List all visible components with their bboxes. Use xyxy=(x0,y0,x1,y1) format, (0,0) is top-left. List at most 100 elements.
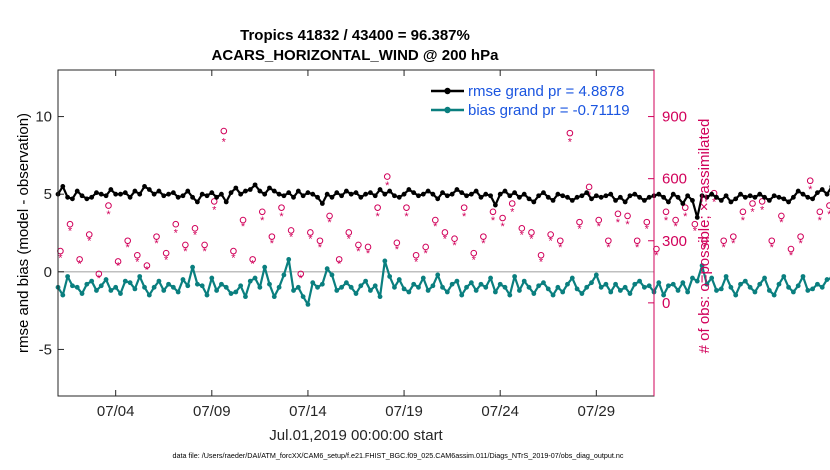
obs-assimilated-marker: * xyxy=(683,211,688,223)
bias-point xyxy=(819,284,825,290)
obs-assimilated-marker: * xyxy=(433,221,438,233)
rmse-point xyxy=(175,194,181,200)
rmse-point xyxy=(223,199,229,205)
rmse-point xyxy=(146,187,152,192)
obs-assimilated-marker: * xyxy=(472,254,477,266)
obs-assimilated-marker: * xyxy=(318,242,323,254)
rmse-point xyxy=(243,188,248,194)
rmse-point xyxy=(497,191,503,197)
rmse-point xyxy=(94,190,99,196)
rmse-point xyxy=(60,184,66,189)
y-tick-label-right: 600 xyxy=(662,171,687,188)
obs-possible-marker xyxy=(134,251,141,259)
bias-point xyxy=(214,288,220,293)
rmse-point xyxy=(372,193,378,199)
rmse-point xyxy=(435,196,441,202)
obs-assimilated-marker: * xyxy=(760,205,765,217)
bias-point xyxy=(699,263,705,268)
rmse-point xyxy=(122,190,128,196)
obs-possible-marker xyxy=(278,204,285,211)
bias-point xyxy=(766,288,772,293)
bias-point xyxy=(223,284,229,290)
rmse-point xyxy=(65,194,71,200)
rmse-point xyxy=(714,194,719,200)
rmse-point xyxy=(488,193,493,199)
rmse-point xyxy=(757,191,763,197)
bias-point xyxy=(387,274,393,279)
bias-point xyxy=(762,275,767,281)
bias-point xyxy=(497,281,503,287)
obs-assimilated-marker: * xyxy=(145,265,150,277)
obs-possible-marker xyxy=(364,243,372,251)
rmse-point xyxy=(310,191,316,197)
bias-point xyxy=(598,284,604,290)
rmse-point xyxy=(781,196,787,202)
rmse-point xyxy=(589,196,594,202)
obs-assimilated-marker: * xyxy=(289,232,294,244)
rmse-point xyxy=(113,191,119,197)
bias-point xyxy=(113,284,119,290)
obs-possible-marker xyxy=(191,225,199,232)
obs-assimilated-marker: * xyxy=(722,242,727,254)
rmse-point xyxy=(483,191,489,197)
obs-assimilated-marker: * xyxy=(174,227,179,239)
bias-point xyxy=(122,278,128,284)
rmse-point xyxy=(622,199,628,205)
rmse-point xyxy=(666,199,671,205)
bias-point xyxy=(382,258,388,264)
bias-point xyxy=(392,284,397,290)
rmse-point xyxy=(824,191,830,197)
obs-possible-marker xyxy=(230,247,237,255)
bias-point xyxy=(569,275,575,281)
bias-point xyxy=(305,302,311,307)
obs-assimilated-marker: * xyxy=(616,217,621,229)
bias-point xyxy=(541,280,546,286)
obs-assimilated-marker: * xyxy=(212,205,217,217)
obs-assimilated-marker: * xyxy=(231,252,236,264)
bias-point xyxy=(118,291,123,296)
bias-point xyxy=(632,281,638,287)
obs-assimilated-marker: * xyxy=(818,215,823,227)
rmse-point xyxy=(517,194,522,200)
y-tick-label-right: 0 xyxy=(662,295,670,312)
obs-assimilated-marker: * xyxy=(558,242,563,254)
obs-possible-marker xyxy=(143,262,151,269)
bias-point xyxy=(723,274,729,279)
rmse-point xyxy=(786,199,791,205)
bias-point xyxy=(680,280,686,286)
obs-possible-marker xyxy=(672,216,679,224)
obs-assimilated-marker: * xyxy=(308,234,313,246)
obs-possible-marker xyxy=(624,212,631,220)
obs-possible-marker xyxy=(605,237,612,245)
rmse-point xyxy=(632,191,638,197)
obs-possible-marker xyxy=(633,237,641,245)
obs-possible-marker xyxy=(451,235,458,242)
bias-point xyxy=(204,292,210,298)
rmse-point xyxy=(286,190,292,196)
bias-point xyxy=(319,281,325,287)
rmse-point xyxy=(214,194,220,200)
bias-point xyxy=(670,281,676,287)
bias-point xyxy=(661,292,667,298)
obs-possible-marker xyxy=(816,208,824,216)
rmse-point xyxy=(281,193,287,199)
x-tick-labels: 07/04 07/09 07/14 07/19 07/24 07/29 xyxy=(97,403,615,420)
bias-point xyxy=(560,289,566,295)
rmse-point xyxy=(473,188,479,194)
rmse-point xyxy=(661,194,667,200)
bias-point xyxy=(315,284,320,290)
bias-point xyxy=(108,288,114,293)
obs-assimilated-marker: * xyxy=(597,221,602,233)
rmse-point xyxy=(771,193,777,199)
rmse-point xyxy=(219,191,224,197)
bias-point xyxy=(252,275,258,281)
rmse-point xyxy=(742,194,748,200)
obs-possible-marker xyxy=(335,256,343,263)
obs-assimilated-marker: * xyxy=(241,221,246,233)
bias-point xyxy=(127,280,133,286)
x-tick-label: 07/29 xyxy=(578,403,616,420)
obs-possible-marker xyxy=(566,129,574,137)
obs-assimilated-marker: * xyxy=(154,238,159,250)
obs-possible-marker xyxy=(787,245,795,253)
bias-point xyxy=(565,281,570,287)
